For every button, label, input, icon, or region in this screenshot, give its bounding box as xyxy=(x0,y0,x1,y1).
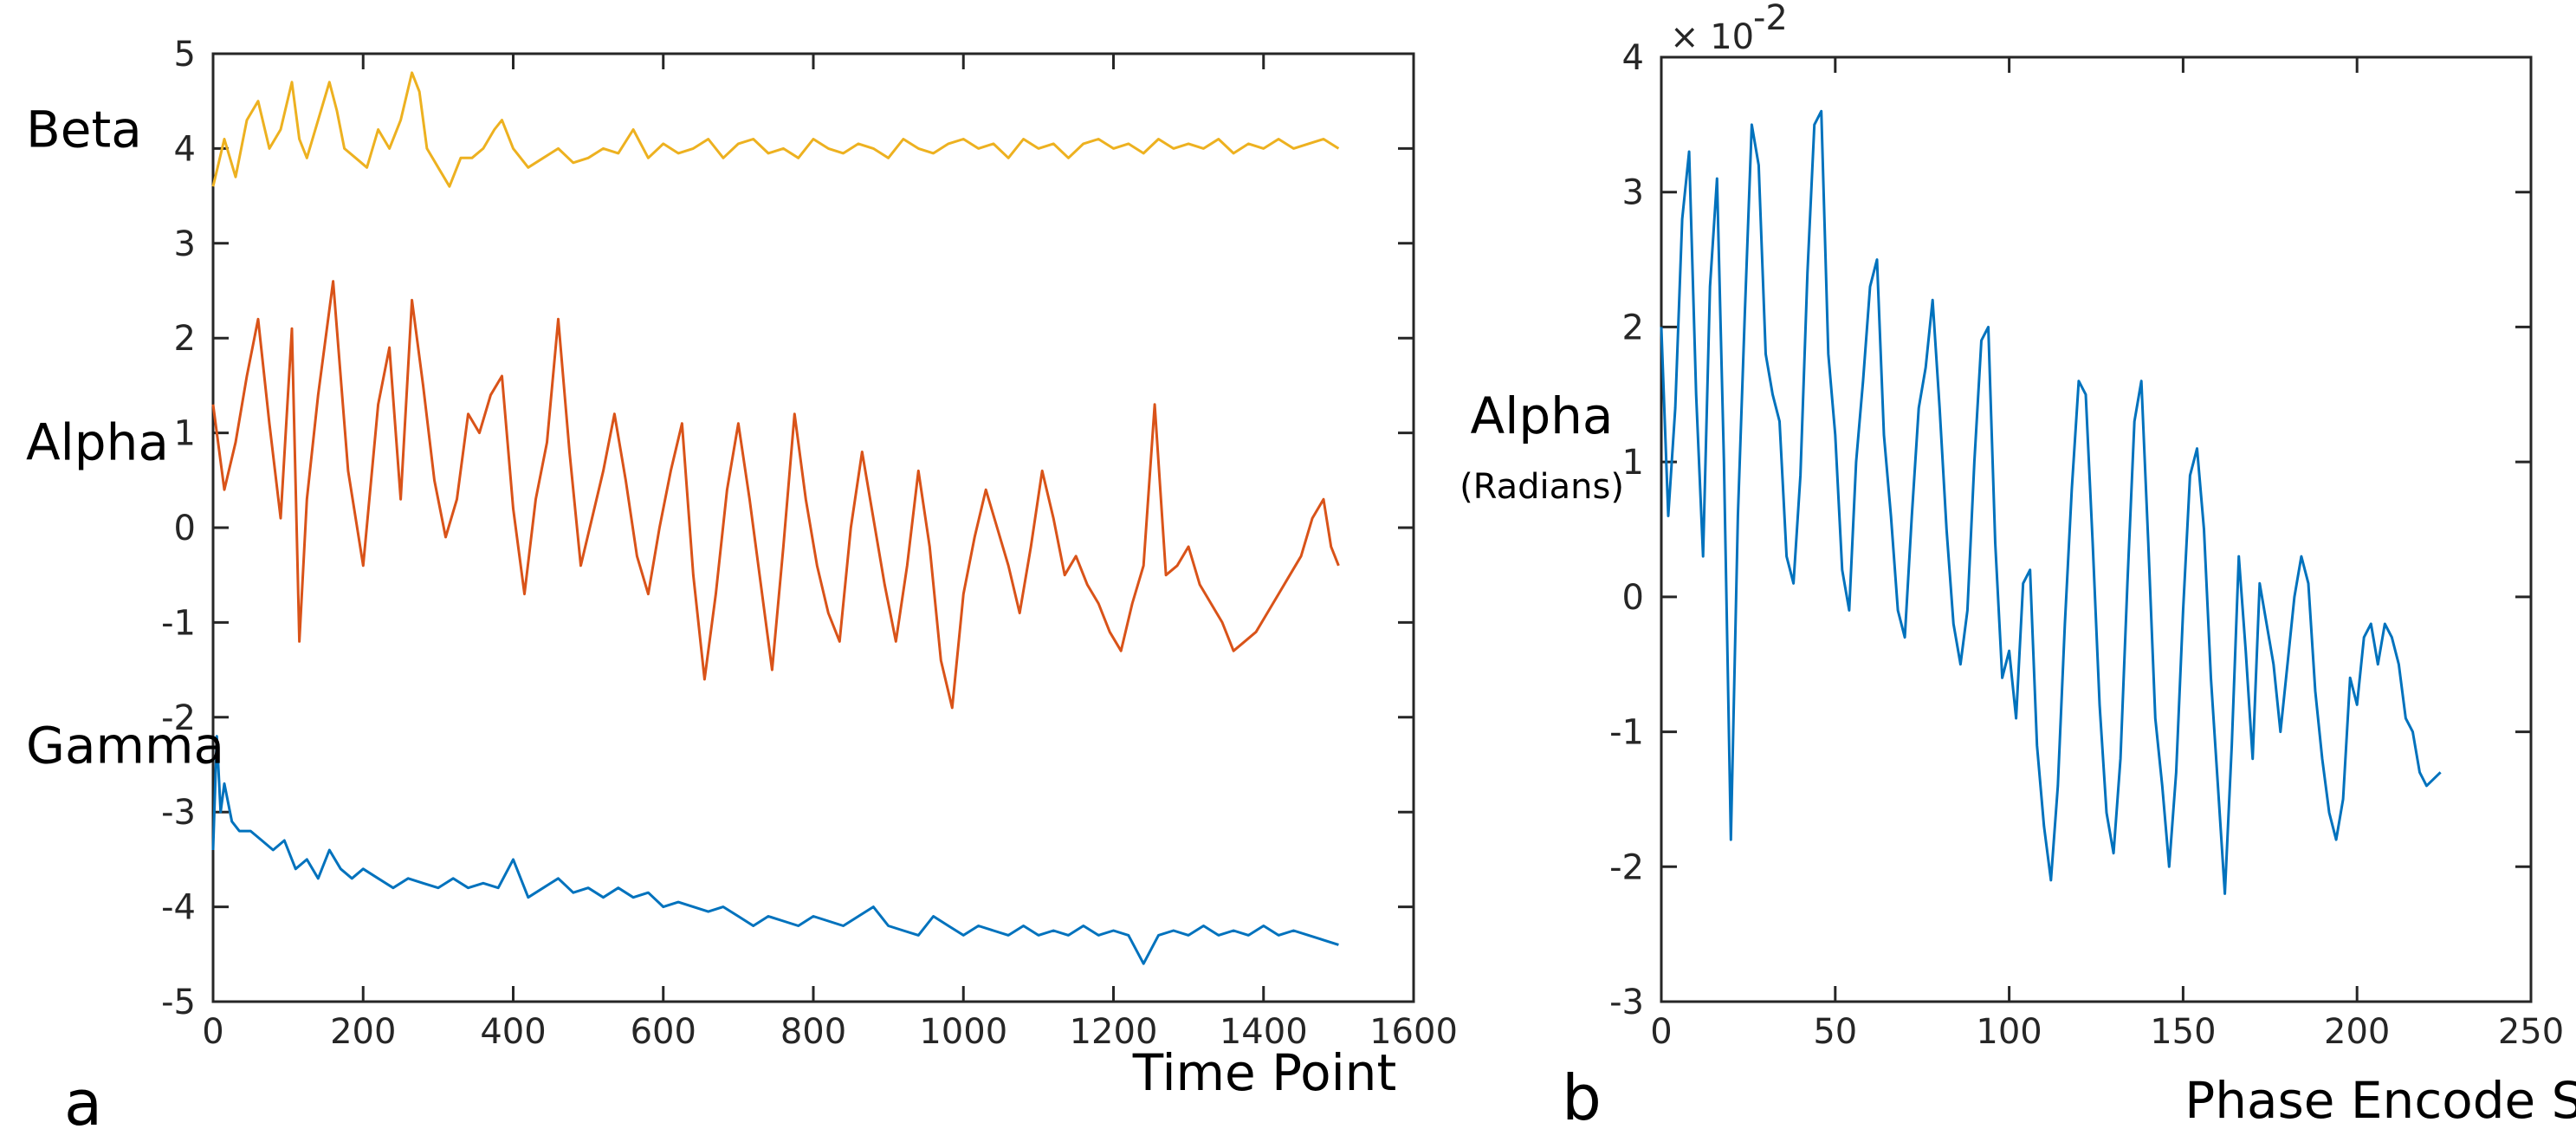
panel-a-y-tick-label: -4 xyxy=(161,888,196,928)
panel-a-x-tick-label: 600 xyxy=(631,1012,696,1052)
panel-a-series-lines xyxy=(211,71,1340,965)
panel-b-y-exponent-base: × 10 xyxy=(1670,17,1754,57)
panel-b-x-tick-label: 150 xyxy=(2150,1012,2216,1052)
panel-b-y-axis-units: (Radians) xyxy=(1460,467,1624,507)
panel-b-x-tick-label: 200 xyxy=(2324,1012,2390,1052)
panel-a-series-alpha xyxy=(211,280,1340,710)
panel-b-x-tick-label: 250 xyxy=(2498,1012,2564,1052)
panel-a-y-tick-label: 1 xyxy=(174,414,196,454)
panel-a-x-tick-label: 800 xyxy=(780,1012,846,1052)
panel-a-label-beta: Beta xyxy=(26,101,142,159)
panel-a-series-beta xyxy=(211,71,1340,188)
panel-a-y-ticks: -5 -4 -3 -2 -1 0 1 2 3 4 5 xyxy=(161,35,1414,1022)
panel-a-axes-box xyxy=(211,52,1415,1003)
panel-a-y-tick-label: -3 xyxy=(161,793,196,833)
panel-b-y-tick-label: -3 xyxy=(1609,983,1644,1022)
panel-b-y-axis-label: Alpha xyxy=(1471,386,1614,445)
panel-a-series-gamma xyxy=(211,735,1339,965)
panel-a-label: a xyxy=(64,1067,102,1139)
panel-b-x-tick-label: 50 xyxy=(1813,1012,1857,1052)
panel-a-label-gamma: Gamma xyxy=(26,717,224,775)
panel-a-x-tick-label: 1600 xyxy=(1369,1012,1458,1052)
panel-a-plot: -5 -4 -3 -2 -1 0 1 2 3 4 5 0 200 400 600 800 1000 1200 140… xyxy=(161,35,1458,1052)
panel-b-x-axis-label: Phase Encode Step xyxy=(2184,1071,2576,1130)
panel-a-x-tick-label: 1400 xyxy=(1220,1012,1308,1052)
panel-a-y-tick-label: -5 xyxy=(161,983,196,1022)
panel-a-x-axis-label: Time Point xyxy=(1132,1043,1396,1102)
panel-b-y-tick-label: 4 xyxy=(1622,38,1644,78)
panel-b-series-alpha xyxy=(1660,109,2442,895)
panel-b-x-ticks: 0 50 100 150 200 250 xyxy=(1650,57,2564,1052)
panel-a-x-tick-label: 400 xyxy=(480,1012,546,1052)
panel-b-y-tick-label: 3 xyxy=(1622,173,1644,213)
panel-b-x-tick-label: 0 xyxy=(1650,1012,1672,1052)
panel-b-plot: -3 -2 -1 0 1 2 3 4 0 50 100 150 200 250 xyxy=(1609,38,2564,1052)
panel-a-y-tick-label: -1 xyxy=(161,603,196,643)
panel-b-x-tick-label: 100 xyxy=(1976,1012,2042,1052)
panel-b-y-tick-label: 1 xyxy=(1622,443,1644,483)
panel-b-y-exponent-power: -2 xyxy=(1753,0,1788,38)
panel-a-y-tick-label: 4 xyxy=(174,129,196,169)
panel-b-label: b xyxy=(1562,1061,1602,1134)
panel-a-x-tick-label: 1000 xyxy=(919,1012,1007,1052)
panel-a-y-tick-label: 2 xyxy=(174,319,196,359)
panel-a-y-tick-label: 5 xyxy=(174,35,196,75)
panel-a-series-labels: Beta Alpha Gamma xyxy=(26,101,224,775)
panel-b-y-tick-label: 0 xyxy=(1622,578,1644,618)
panel-a-y-tick-label: 3 xyxy=(174,224,196,264)
panel-b-y-ticks: -3 -2 -1 0 1 2 3 4 xyxy=(1609,38,2531,1022)
panel-a-x-tick-label: 1200 xyxy=(1070,1012,1158,1052)
panel-a-x-tick-label: 200 xyxy=(330,1012,396,1052)
panel-b-y-tick-label: 2 xyxy=(1622,308,1644,347)
panel-b-y-tick-label: -1 xyxy=(1609,713,1644,753)
panel-a-x-tick-label: 0 xyxy=(202,1012,223,1052)
panel-a-x-ticks: 0 200 400 600 800 1000 1200 1400 1600 xyxy=(202,54,1458,1052)
panel-a-chart: Time Point a -5 -4 -3 -2 -1 0 1 2 3 4 5 0 200 400 600 8… xyxy=(26,35,1458,1139)
panel-a-y-tick-label: -2 xyxy=(161,698,196,738)
panel-a-y-tick-label: 0 xyxy=(174,509,196,548)
panel-b-axes-box xyxy=(1660,55,2533,1003)
panel-b-y-tick-label: -2 xyxy=(1609,847,1644,887)
panel-b-series-lines xyxy=(1660,109,2442,895)
panel-a-label-alpha: Alpha xyxy=(26,413,169,472)
